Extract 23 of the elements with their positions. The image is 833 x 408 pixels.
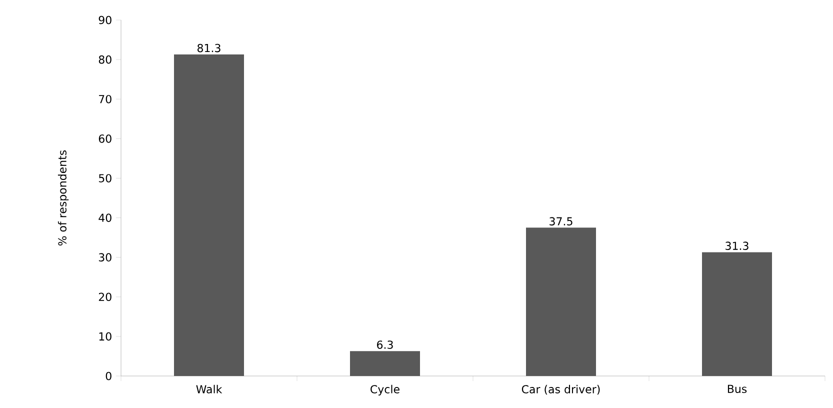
bar — [526, 228, 596, 376]
data-label: 31.3 — [726, 242, 748, 250]
data-label: 6.3 — [377, 340, 393, 349]
bar — [702, 252, 772, 376]
x-tick-label: Cycle — [370, 384, 400, 396]
x-tick-label: Bus — [728, 384, 747, 394]
y-tick-label: 30 — [98, 253, 112, 262]
bar — [350, 351, 420, 376]
x-tick-label: Walk — [196, 384, 222, 394]
data-label: 37.5 — [550, 217, 572, 226]
y-tick-label: 50 — [98, 174, 112, 182]
y-tick-label: 80 — [98, 55, 112, 64]
y-axis-title: % of respondents — [58, 150, 69, 246]
bar — [174, 54, 244, 376]
y-tick-label: 70 — [99, 94, 112, 104]
y-tick-label: 10 — [99, 332, 112, 341]
y-tick-label: 40 — [98, 214, 112, 222]
data-label: 81.3 — [198, 44, 220, 52]
y-tick-label: 20 — [98, 292, 112, 302]
y-tick-label: 90 — [98, 16, 112, 24]
y-tick-label: 0 — [106, 372, 112, 380]
x-tick-label: Car (as driver) — [522, 384, 600, 395]
y-tick-label: 60 — [98, 134, 112, 143]
